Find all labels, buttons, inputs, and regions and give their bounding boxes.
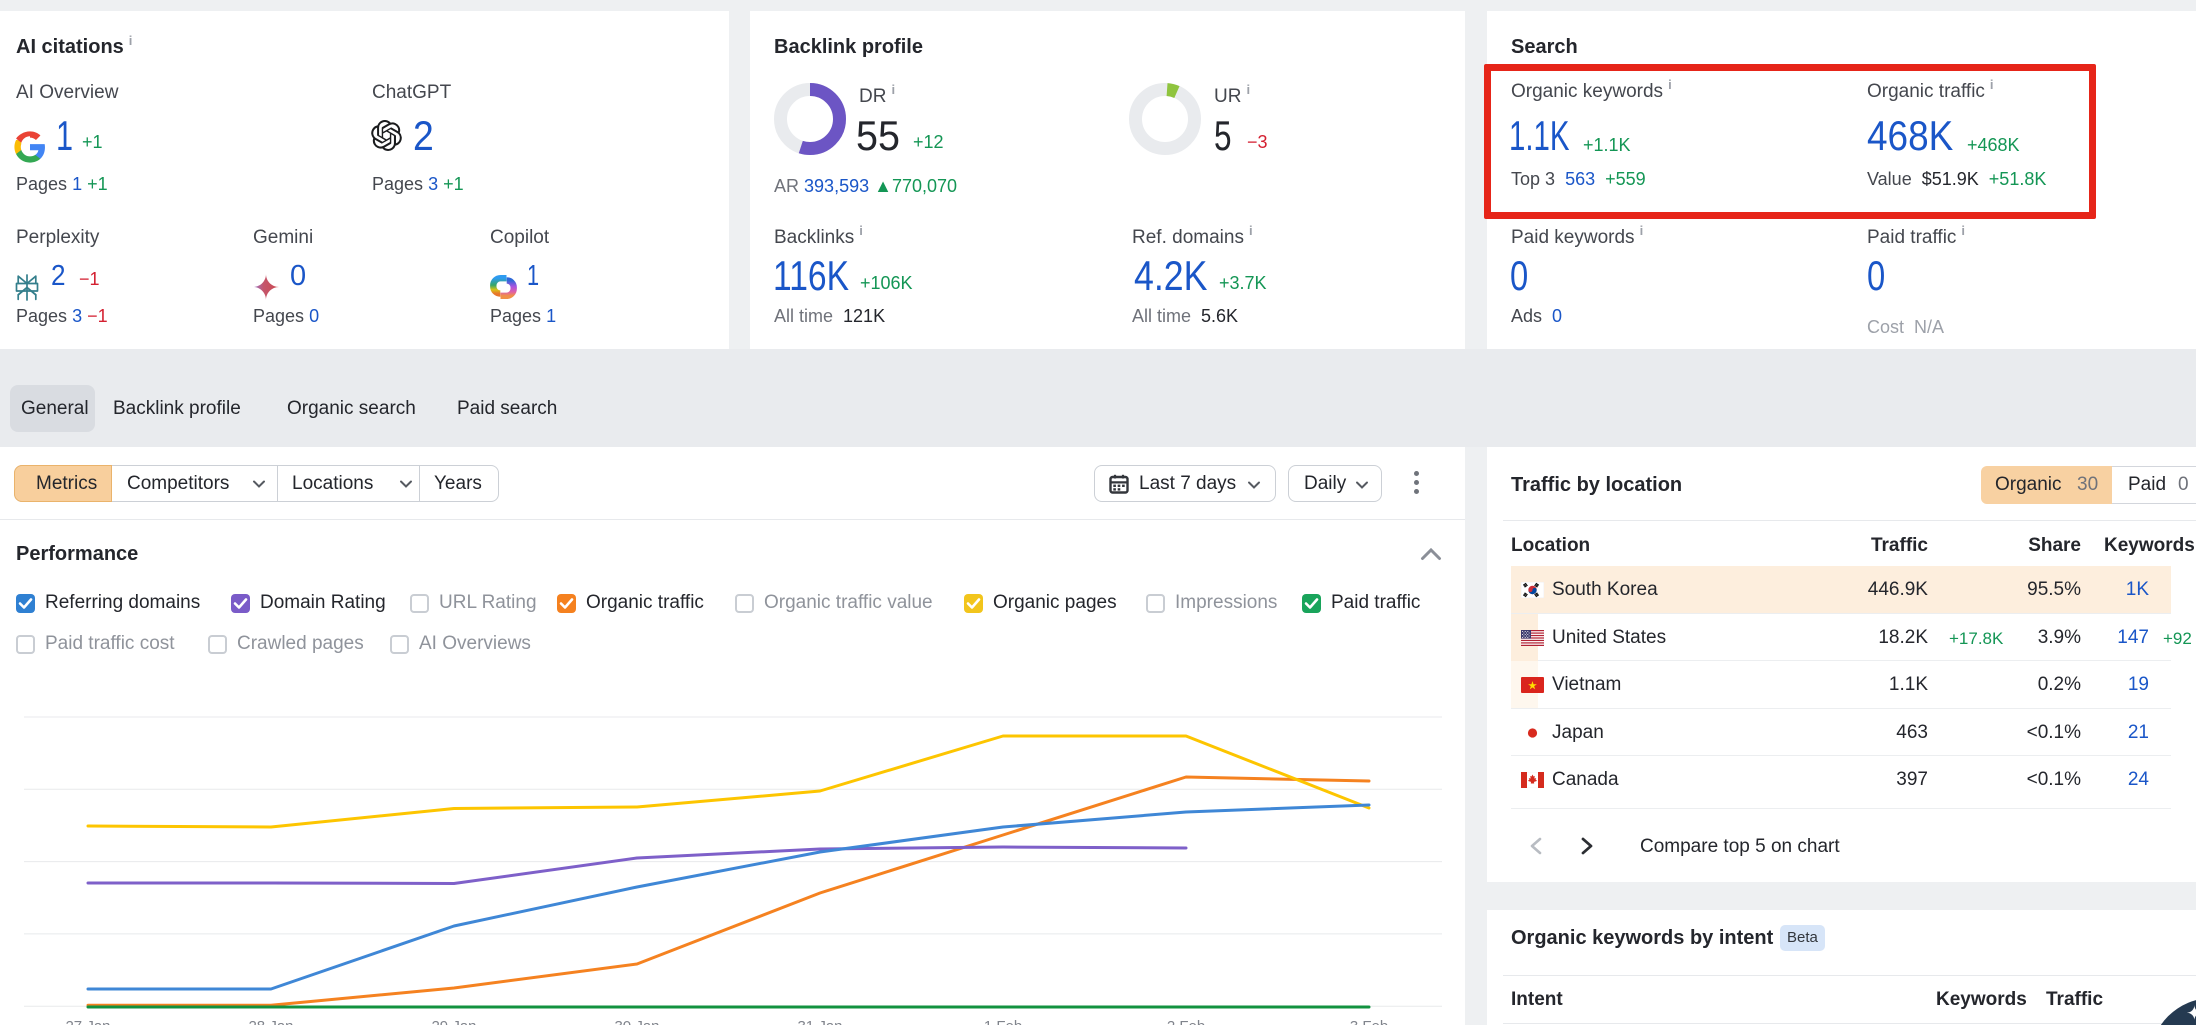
svg-text:29 Jan: 29 Jan [431, 1018, 476, 1025]
svg-text:3 Feb: 3 Feb [1350, 1018, 1388, 1025]
svg-text:31 Jan: 31 Jan [797, 1018, 842, 1025]
svg-text:2 Feb: 2 Feb [1167, 1018, 1205, 1025]
svg-text:27 Jan: 27 Jan [65, 1018, 110, 1025]
svg-text:28 Jan: 28 Jan [248, 1018, 293, 1025]
svg-text:1 Feb: 1 Feb [984, 1018, 1022, 1025]
svg-text:30 Jan: 30 Jan [614, 1018, 659, 1025]
svg-text:✦: ✦ [2186, 1003, 2196, 1025]
